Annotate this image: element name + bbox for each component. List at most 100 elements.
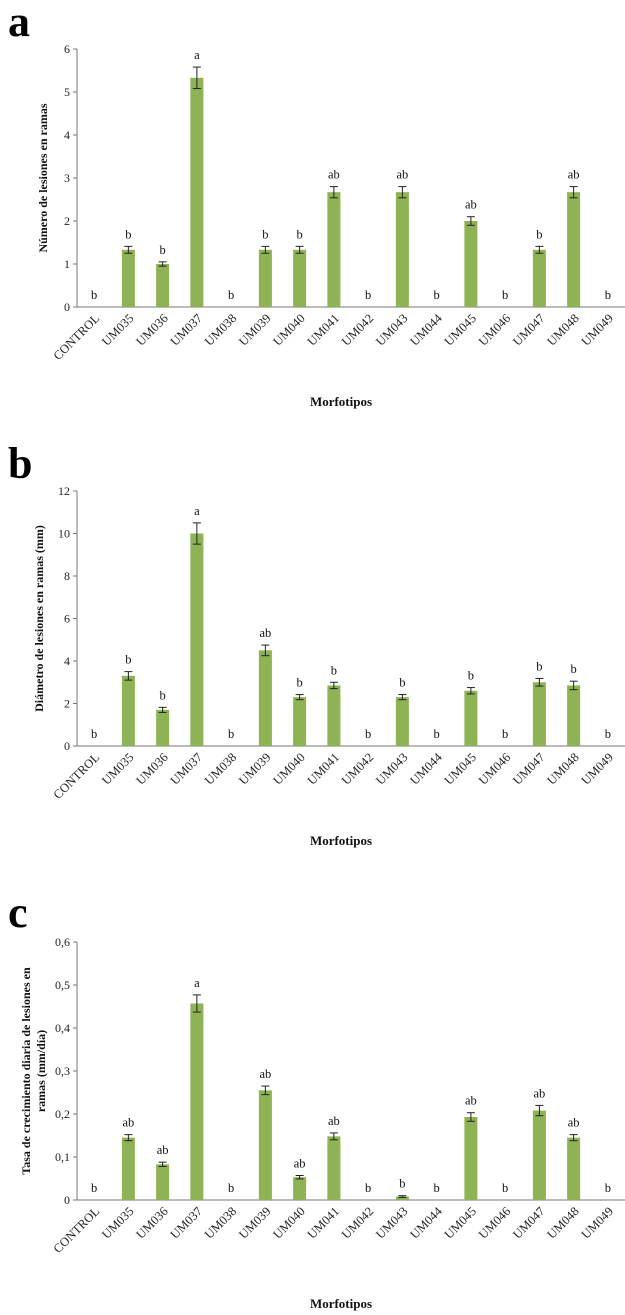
y-tick-label: 0: [64, 739, 70, 753]
y-tick-label: 0,5: [55, 978, 70, 992]
significance-label: b: [91, 1181, 97, 1195]
bar-um035: [121, 675, 135, 746]
significance-label: b: [160, 243, 166, 257]
significance-label: ab: [294, 1156, 306, 1170]
significance-label: b: [331, 663, 337, 677]
category-label: UM040: [270, 750, 307, 787]
bar-um037: [190, 1003, 204, 1200]
significance-label: b: [399, 1177, 405, 1191]
category-label: UM035: [99, 1204, 136, 1241]
significance-label: a: [194, 48, 200, 62]
significance-label: ab: [122, 1116, 134, 1130]
significance-label: b: [605, 1181, 611, 1195]
bar-um041: [327, 192, 341, 307]
category-label: UM047: [510, 750, 547, 787]
category-label: UM038: [202, 311, 239, 348]
y-tick-label: 0: [64, 300, 70, 314]
significance-label: a: [194, 504, 200, 518]
significance-label: b: [160, 688, 166, 702]
category-label: UM048: [544, 1204, 581, 1241]
category-label: UM046: [476, 1204, 513, 1241]
y-tick-label: 6: [64, 612, 70, 626]
category-label: UM041: [305, 1204, 342, 1241]
y-axis-title: Tasa de crecimiento diaria de lesiones e…: [19, 967, 33, 1175]
y-tick-label: 2: [64, 697, 70, 711]
significance-label: b: [228, 288, 234, 302]
significance-label: b: [262, 227, 268, 241]
significance-label: b: [365, 727, 371, 741]
x-axis-title: Morfotipos: [310, 1296, 372, 1311]
category-label: UM041: [305, 311, 342, 348]
y-tick-label: 12: [58, 484, 70, 498]
category-label: UM042: [339, 311, 376, 348]
y-tick-label: 10: [58, 527, 70, 541]
significance-label: b: [434, 288, 440, 302]
significance-label: b: [502, 288, 508, 302]
category-label: UM041: [305, 750, 342, 787]
category-label: UM035: [99, 750, 136, 787]
y-tick-label: 4: [64, 128, 70, 142]
bar-um045: [464, 1117, 478, 1200]
x-axis-title: Morfotipos: [310, 833, 372, 848]
y-tick-label: 6: [64, 42, 70, 56]
category-label: UM044: [407, 1204, 445, 1242]
significance-label: b: [399, 676, 405, 690]
significance-label: b: [297, 676, 303, 690]
bar-um047: [532, 249, 546, 307]
significance-label: b: [536, 659, 542, 673]
y-tick-label: 1: [64, 257, 70, 271]
bar-um043: [395, 192, 409, 307]
category-label: UM048: [544, 311, 581, 348]
y-axis-title: Número de lesiones en ramas: [36, 103, 50, 252]
category-label: UM044: [407, 750, 445, 788]
significance-label: ab: [568, 168, 580, 182]
significance-label: b: [605, 288, 611, 302]
significance-label: b: [502, 1181, 508, 1195]
significance-label: b: [434, 1181, 440, 1195]
y-tick-label: 8: [64, 569, 70, 583]
y-tick-label: 0: [64, 1193, 70, 1207]
significance-label: ab: [568, 1116, 580, 1130]
y-tick-label: 0,4: [55, 1021, 70, 1035]
bar-um039: [258, 1090, 272, 1200]
category-label: UM049: [579, 750, 616, 787]
significance-label: b: [125, 227, 131, 241]
bar-um037: [190, 77, 204, 307]
category-label: UM042: [339, 1204, 376, 1241]
bar-um040: [293, 697, 307, 746]
significance-label: b: [468, 669, 474, 683]
category-label: UM040: [270, 311, 307, 348]
bar-um036: [156, 264, 170, 307]
category-label: UM036: [133, 1204, 170, 1241]
significance-label: ab: [259, 626, 271, 640]
bar-um048: [567, 1137, 581, 1200]
category-label: UM037: [168, 311, 205, 348]
bar-um039: [258, 249, 272, 307]
category-label: UM049: [579, 311, 616, 348]
bar-um048: [567, 192, 581, 307]
y-tick-label: 0,6: [55, 935, 70, 949]
category-label: UM043: [373, 1204, 410, 1241]
category-label: UM047: [510, 311, 547, 348]
category-label: UM042: [339, 750, 376, 787]
bar-um047: [532, 1110, 546, 1200]
y-tick-label: 0,3: [55, 1064, 70, 1078]
bar-um040: [293, 1177, 307, 1200]
significance-label: b: [125, 653, 131, 667]
category-label: UM044: [407, 311, 445, 349]
y-tick-label: 3: [64, 171, 70, 185]
category-label: UM045: [442, 750, 479, 787]
bar-um035: [121, 1137, 135, 1200]
category-label: UM038: [202, 750, 239, 787]
significance-label: b: [91, 288, 97, 302]
category-label: UM038: [202, 1204, 239, 1241]
significance-label: b: [228, 727, 234, 741]
category-label: UM040: [270, 1204, 307, 1241]
y-axis-title: ramas (mm/día): [34, 1030, 48, 1112]
significance-label: b: [297, 227, 303, 241]
y-tick-label: 4: [64, 654, 70, 668]
category-label: UM045: [442, 311, 479, 348]
significance-label: ab: [533, 1086, 545, 1100]
significance-label: ab: [328, 1114, 340, 1128]
